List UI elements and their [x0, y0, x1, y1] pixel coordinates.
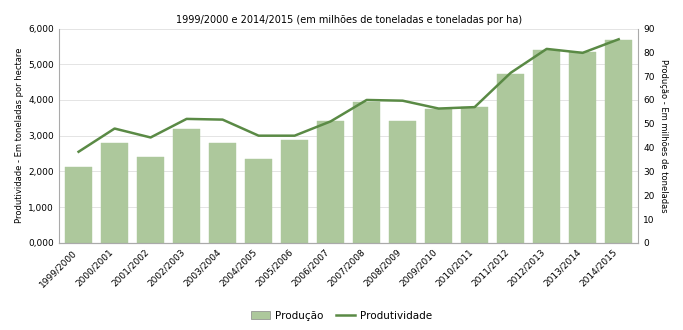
Legend: Produção, Produtividade: Produção, Produtividade	[247, 307, 436, 325]
Bar	[533, 50, 560, 243]
Bar	[461, 107, 488, 243]
Bar	[137, 157, 164, 243]
Bar	[497, 74, 524, 243]
Y-axis label: Produção - Em milhões de toneladas: Produção - Em milhões de toneladas	[659, 59, 668, 213]
Bar	[281, 141, 308, 243]
Bar	[101, 143, 128, 243]
Bar	[605, 41, 632, 243]
Bar	[353, 102, 380, 243]
Bar	[569, 52, 596, 243]
Title: 1999/2000 e 2014/2015 (em milhões de toneladas e toneladas por ha): 1999/2000 e 2014/2015 (em milhões de ton…	[176, 15, 522, 25]
Bar	[389, 121, 416, 243]
Bar	[209, 143, 236, 243]
Bar	[425, 110, 452, 243]
Y-axis label: Produtividade - Em toneladas por hectare: Produtividade - Em toneladas por hectare	[15, 48, 24, 223]
Bar	[65, 167, 92, 243]
Bar	[173, 129, 200, 243]
Bar	[317, 121, 344, 243]
Bar	[245, 159, 272, 243]
